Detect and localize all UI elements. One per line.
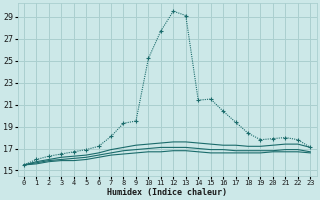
X-axis label: Humidex (Indice chaleur): Humidex (Indice chaleur): [107, 188, 227, 197]
